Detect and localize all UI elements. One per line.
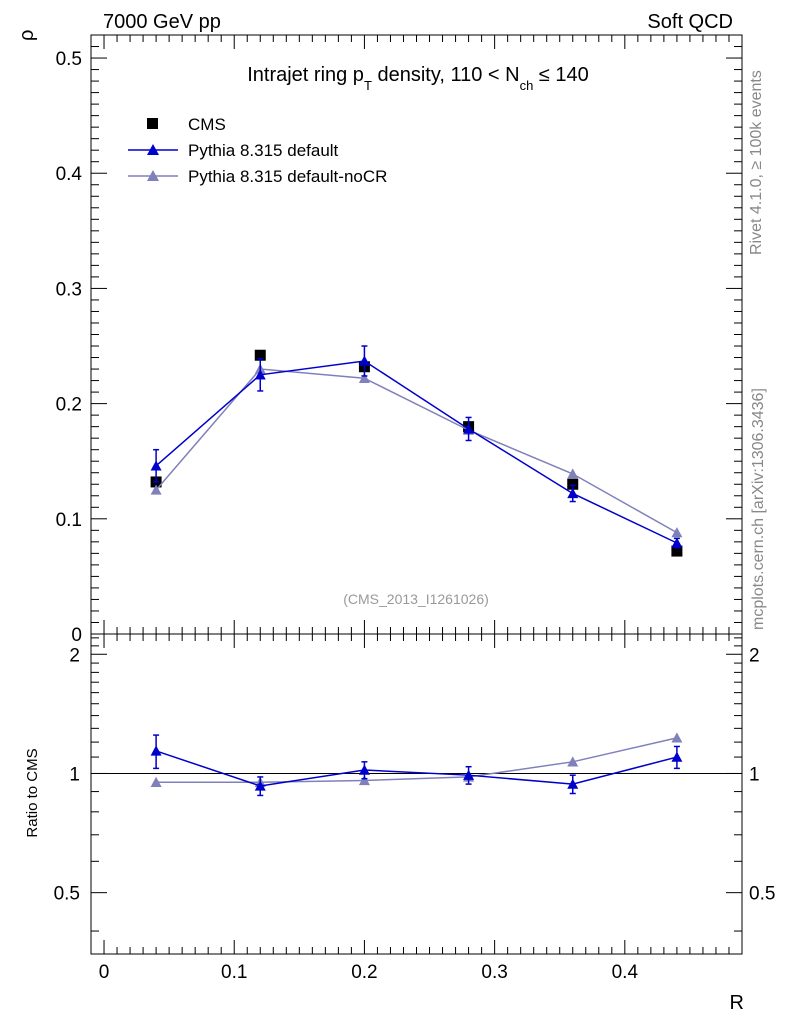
ratio-default-point — [358, 764, 370, 775]
ratio-nocr-point — [358, 774, 370, 786]
ratio-default-point — [254, 780, 266, 791]
nocr-point — [150, 484, 162, 495]
y-tick-label: 0.1 — [56, 510, 82, 531]
ratio-default-point — [671, 751, 683, 762]
cms-point — [671, 545, 683, 557]
x-tick-label: 0.3 — [481, 962, 507, 983]
legend-label-cms: CMS — [188, 115, 226, 134]
x-axis-label: R — [730, 992, 744, 1014]
ratio-nocr-point — [567, 756, 579, 767]
default-point — [463, 423, 475, 434]
legend: CMS Pythia 8.315 default Pythia 8.315 de… — [128, 115, 387, 186]
analysis-watermark: (CMS_2013_I1261026) — [343, 591, 489, 607]
rivet-version-text: Rivet 4.1.0, ≥ 100k events — [748, 70, 765, 255]
energy-label: 7000 GeV pp — [103, 11, 221, 33]
y-tick-label: 0.2 — [56, 395, 82, 416]
default-line — [155, 360, 678, 544]
data-series — [91, 345, 742, 797]
ratio-default-point — [150, 745, 162, 756]
ratio-tick-label-right: 2 — [749, 645, 760, 666]
legend-label-default: Pythia 8.315 default — [188, 141, 339, 160]
ratio-tick-label-right: 1 — [749, 764, 760, 785]
x-tick-label: 0 — [99, 962, 110, 983]
default-point — [567, 487, 579, 499]
x-tick-label: 0.4 — [612, 962, 639, 983]
ratio-tick-label-left: 1 — [69, 764, 80, 785]
y-axis-label: ρ — [16, 30, 38, 41]
cms-point — [567, 478, 579, 490]
title-subscript-t: T — [364, 78, 372, 93]
nocr-point — [358, 372, 370, 383]
ratio-default-point — [567, 778, 579, 789]
y-tick-label: 0 — [71, 625, 82, 646]
ratio-default-line — [155, 750, 678, 787]
nocr-point — [671, 527, 683, 538]
ratio-plot-frame — [90, 633, 743, 955]
y-tick-label: 0.3 — [56, 279, 82, 300]
y-tick-label: 0.4 — [56, 164, 83, 185]
y-tick-label: 0.5 — [56, 49, 82, 70]
legend-label-nocr: Pythia 8.315 default-noCR — [188, 167, 387, 186]
title-subscript-ch: ch — [520, 78, 534, 93]
ratio-default-point — [463, 769, 475, 780]
axis-ticks — [90, 35, 743, 954]
ratio-nocr-point — [671, 732, 683, 743]
chart-title: Intrajet ring pT density, 110 < Nch ≤ 14… — [247, 64, 589, 93]
ratio-axis-label: Ratio to CMS — [24, 748, 41, 837]
default-point — [254, 369, 266, 380]
nocr-point — [567, 468, 579, 479]
legend-marker-default — [147, 144, 159, 155]
legend-marker-nocr — [147, 170, 159, 181]
ratio-tick-label-left: 2 — [69, 645, 80, 666]
cms-point — [254, 349, 266, 361]
ratio-tick-label-left: 0.5 — [54, 884, 80, 905]
x-tick-label: 0.2 — [351, 962, 377, 983]
legend-marker-cms — [147, 118, 158, 129]
mcplots-reference-text: mcplots.cern.ch [arXiv:1306.3436] — [750, 388, 767, 630]
axis-tick-labels: 0 0.1 0.2 0.3 0.4 0 0.1 0.2 0.3 0.4 0.5 0.5 0.5 1 1 2 2 — [54, 49, 776, 983]
ratio-nocr-line — [156, 737, 678, 784]
default-point — [358, 355, 370, 366]
default-point — [150, 460, 162, 471]
nocr-line — [155, 368, 678, 534]
ratio-tick-label-right: 0.5 — [749, 884, 775, 905]
default-point — [671, 537, 683, 548]
process-label: Soft QCD — [647, 11, 733, 33]
x-tick-label: 0.1 — [221, 962, 247, 983]
ratio-nocr-point — [150, 776, 162, 787]
